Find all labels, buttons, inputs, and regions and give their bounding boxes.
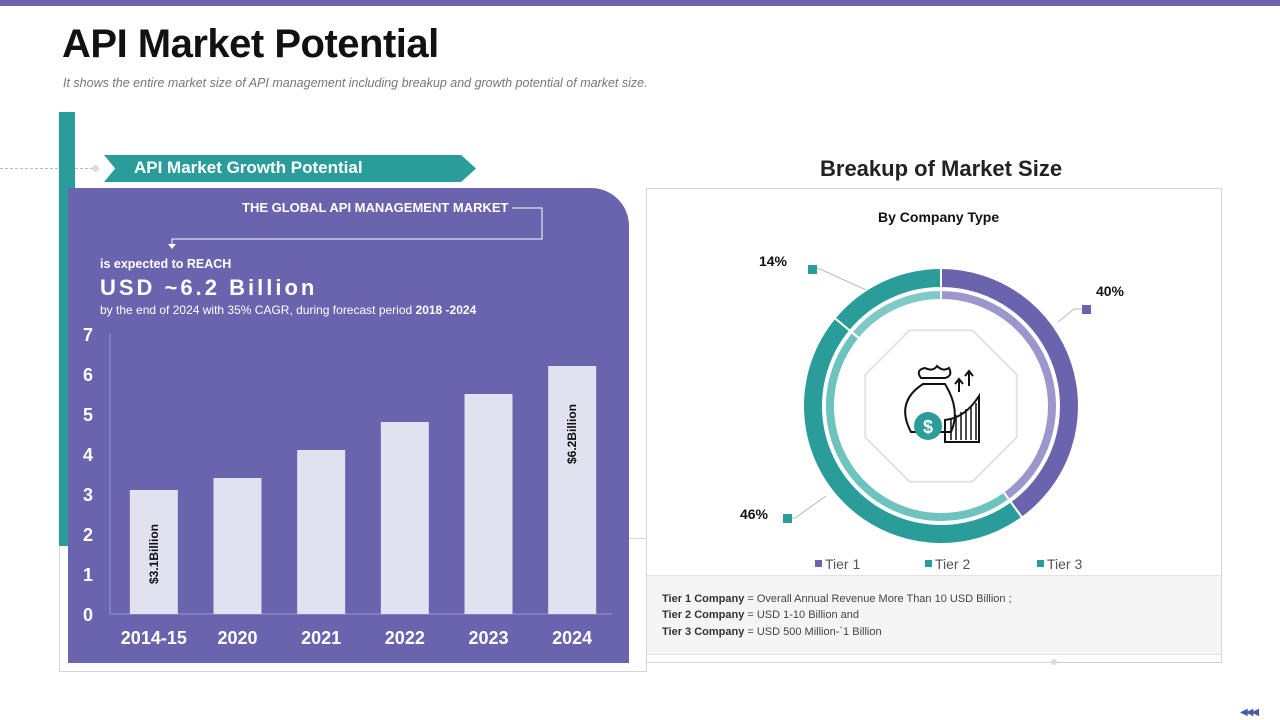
legend-marker [925,560,932,567]
bar-2023 [464,394,513,614]
leader-line [787,495,827,519]
breakup-title: Breakup of Market Size [820,156,1063,181]
growth-banner-label: API Market Growth Potential [134,158,363,177]
bar-data-label: $3.1Billion [147,524,161,584]
tier-2-note: Tier 2 Company = USD 1-10 Billion and [662,609,859,621]
triple-chevron-left-icon[interactable]: ◀◀◀ [1240,707,1259,718]
bar-data-label: $6.2Billion [565,404,579,464]
bar-2021 [297,450,346,614]
tier-3-note-label: Tier 3 Company [662,626,745,638]
label-marker [783,514,792,523]
x-tick-label: 2023 [468,628,508,648]
donut-chart-title: By Company Type [878,209,1000,225]
y-tick-label: 4 [83,445,93,465]
donut-slice-tier-3 [833,266,942,333]
donut-inner-slice [850,288,942,340]
tier-1-note-label: Tier 1 Company [662,593,745,605]
y-tick-label: 1 [83,565,93,585]
tier-1-note-text: = Overall Annual Revenue More Than 10 US… [744,593,1012,605]
up-arrows [954,369,974,392]
forecast-period: 2018 -2024 [415,303,477,317]
legend-label-tier-2: Tier 2 [935,556,970,572]
bar-2024 [548,366,597,614]
leader-line [1057,308,1086,323]
label-marker [1082,305,1091,314]
tier-2-note-label: Tier 2 Company [662,609,745,621]
slice-percent-label: 40% [1096,283,1125,299]
y-tick-label: 7 [83,325,93,345]
slice-percent-label: 14% [759,253,788,269]
coin-circle [914,412,942,440]
x-tick-label: 2024 [552,628,592,648]
leader-line [812,268,867,291]
page-subtitle: It shows the entire market size of API m… [63,76,648,90]
forecast-description-text: by the end of 2024 with 35% CAGR, during… [100,303,416,317]
bar-2020 [213,478,262,614]
legend-label-tier-3: Tier 3 [1047,556,1082,572]
tier-notes-box [647,575,1221,655]
slice-percent-label: 46% [740,506,769,522]
x-tick-label: 2020 [217,628,257,648]
y-tick-label: 0 [83,605,93,625]
page-title: API Market Potential [62,22,439,66]
bar-2022 [380,422,429,614]
headline-value: USD ~6.2 Billion [100,275,318,300]
x-tick-label: 2022 [385,628,425,648]
decorative-dot [92,165,99,172]
money-bag-growth-icon: $ [904,364,980,443]
bag-top [917,364,952,379]
y-tick-label: 6 [83,365,93,385]
decorative-line [1055,662,1220,663]
label-marker [808,265,817,274]
legend-marker [815,560,822,567]
tier-2-note-text: = USD 1-10 Billion and [744,609,859,621]
legend-label-tier-1: Tier 1 [825,556,860,572]
y-tick-label: 5 [83,405,93,425]
x-tick-label: 2014-15 [121,628,187,648]
y-tick-label: 2 [83,525,93,545]
decorative-dot-2 [1051,659,1057,665]
legend-marker [1037,560,1044,567]
forecast-description: by the end of 2024 with 35% CAGR, during… [100,303,476,317]
tier-1-note: Tier 1 Company = Overall Annual Revenue … [662,593,1012,605]
top-accent-bar [0,0,1280,6]
reach-label: is expected to REACH [100,257,232,271]
bar-2014-15 [129,490,178,614]
center-octagon [864,329,1018,483]
x-tick-label: 2021 [301,628,341,648]
tier-3-note-text: = USD 500 Million-`1 Billion [744,626,882,638]
dollar-sign-icon: $ [923,417,933,437]
growth-banner [104,155,476,182]
decorative-dashed-line [0,168,98,169]
y-tick-label: 3 [83,485,93,505]
tier-3-note: Tier 3 Company = USD 500 Million-`1 Bill… [662,626,882,638]
